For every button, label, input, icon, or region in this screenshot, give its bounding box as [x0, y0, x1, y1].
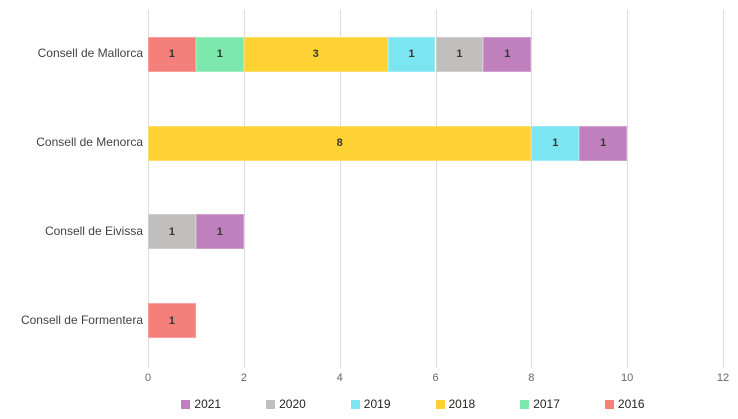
x-axis-tick-label: 10 [621, 372, 634, 384]
legend-item-2017[interactable]: 2017 [520, 397, 560, 411]
legend-label: 2019 [363, 397, 391, 411]
bar-segment-2021[interactable]: 1 [195, 214, 244, 250]
x-axis-tick-label: 6 [432, 372, 439, 384]
legend-label: 2021 [194, 397, 222, 411]
bar-segment-2020[interactable]: 1 [148, 214, 196, 250]
legend-swatch-icon [181, 399, 191, 409]
bar-segment-2018[interactable]: 8 [148, 125, 532, 161]
category-label: Consell de Menorca [36, 135, 143, 150]
x-axis-tick-label: 2 [240, 372, 247, 384]
bar-value-label: 1 [168, 314, 176, 327]
bar-segment-2019[interactable]: 1 [387, 36, 436, 72]
legend-label: 2020 [279, 397, 306, 411]
gridline [435, 10, 437, 368]
gridline [627, 10, 629, 368]
legend: 2021 2020 2019 2018 2017 2016 [44, 397, 738, 411]
gridline [339, 10, 341, 368]
bar-value-label: 1 [456, 48, 463, 61]
category-label: Consell de Eivissa [44, 223, 143, 238]
legend-swatch-icon [520, 399, 530, 409]
bar-value-label: 1 [216, 48, 223, 61]
legend-item-2021[interactable]: 2021 [181, 397, 221, 411]
bar-segment-2020[interactable]: 1 [435, 36, 484, 72]
bar-segment-2016[interactable]: 1 [148, 36, 196, 72]
bar-segment-2018[interactable]: 3 [243, 36, 388, 72]
x-axis-tick-label: 4 [336, 372, 343, 384]
bar-segment-2017[interactable]: 1 [195, 36, 244, 72]
gridline [243, 10, 245, 368]
gridline [531, 10, 533, 368]
gridline [148, 10, 149, 368]
legend-label: 2016 [617, 397, 645, 411]
legend-swatch-icon [435, 399, 445, 409]
bar-value-label: 1 [408, 48, 415, 61]
bar-value-label: 1 [216, 225, 223, 238]
x-axis-tick-label: 0 [144, 372, 152, 384]
bar-segment-2021[interactable]: 1 [579, 125, 628, 161]
legend-item-2018[interactable]: 2018 [435, 397, 476, 411]
bar-value-label: 1 [504, 48, 511, 61]
category-label: Consell de Formentera [20, 312, 143, 327]
legend-swatch-icon [266, 399, 276, 409]
bar-segment-2016[interactable]: 1 [148, 303, 196, 339]
bar-segment-2021[interactable]: 1 [483, 36, 532, 72]
bar-segment-2019[interactable]: 1 [531, 125, 580, 161]
x-axis-tick-label: 8 [528, 372, 535, 384]
legend-item-2016[interactable]: 2016 [604, 397, 645, 411]
bar-value-label: 1 [552, 137, 559, 150]
legend-swatch-icon [350, 399, 360, 409]
x-axis-tick-label: 12 [716, 372, 730, 384]
legend-item-2020[interactable]: 2020 [266, 397, 306, 411]
bar-value-label: 8 [336, 137, 343, 150]
bar-value-label: 1 [600, 137, 607, 150]
bar-value-label: 3 [312, 48, 319, 61]
bar-value-label: 1 [168, 225, 176, 238]
legend-swatch-icon [604, 399, 614, 409]
legend-label: 2017 [533, 397, 560, 411]
category-label: Consell de Mallorca [37, 46, 143, 61]
bar-value-label: 1 [168, 48, 176, 61]
legend-label: 2018 [448, 397, 476, 411]
gridline [723, 10, 724, 368]
legend-item-2019[interactable]: 2019 [350, 397, 391, 411]
